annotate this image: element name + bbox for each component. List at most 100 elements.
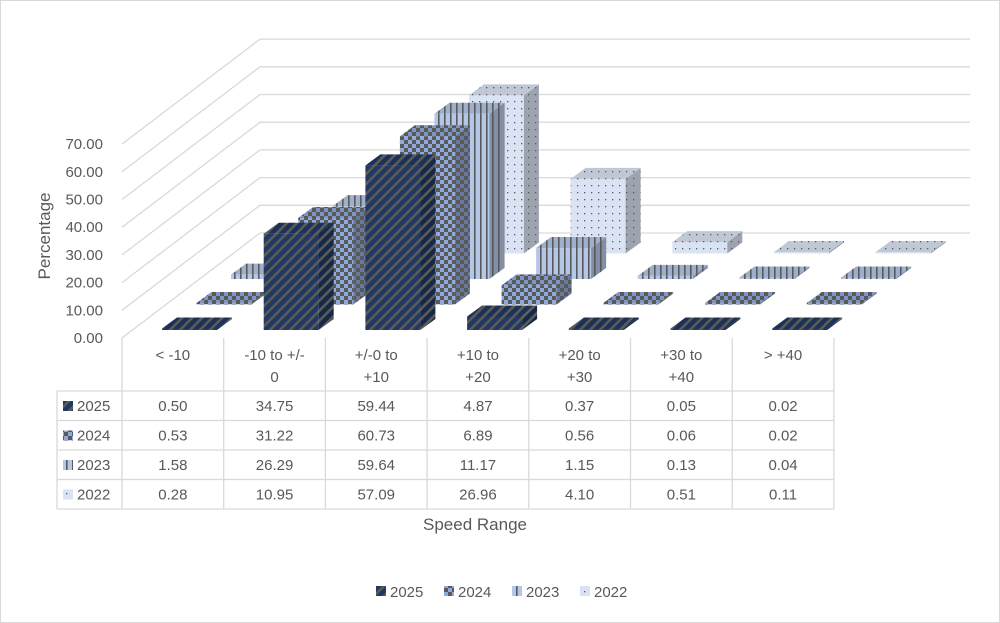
y-tick-label: 30.00 <box>65 247 103 264</box>
table-cell: 6.89 <box>463 428 492 445</box>
table-cell: 11.17 <box>460 457 496 474</box>
table-cell: 0.56 <box>565 428 594 445</box>
bar-side <box>489 102 505 279</box>
table-cell: 4.87 <box>463 398 492 415</box>
category-label: +20 to <box>559 347 601 364</box>
bar-2022-5 <box>774 241 844 254</box>
bar-top <box>536 237 607 249</box>
bar-2023-5 <box>739 266 810 279</box>
legend-label: 2022 <box>594 584 627 601</box>
bar-top <box>672 231 743 243</box>
bar-front <box>739 277 795 279</box>
bar-front <box>774 252 829 254</box>
category-label: +40 <box>669 369 694 386</box>
bar-2025-6 <box>772 317 843 330</box>
legend-item-2024[interactable]: 2024 <box>444 584 491 601</box>
table-cell: 0.04 <box>768 457 797 474</box>
bar-front <box>536 248 592 279</box>
bar-side <box>930 241 946 254</box>
legend-item-2025[interactable]: 2025 <box>376 584 423 601</box>
category-label: +30 to <box>660 347 702 364</box>
series-key-icon <box>63 401 73 411</box>
y-tick-label: 0.00 <box>74 330 103 347</box>
bar-top <box>263 222 334 234</box>
y-tick-label: 70.00 <box>65 136 103 153</box>
side-gridline <box>121 177 261 284</box>
legend-item-2023[interactable]: 2023 <box>512 584 559 601</box>
bar-top <box>637 264 708 276</box>
bar-front <box>875 252 931 254</box>
bar-top <box>806 292 877 303</box>
category-label: +30 <box>567 369 592 386</box>
table-cell: 0.37 <box>565 398 594 415</box>
bar-side <box>251 292 267 305</box>
bar-2023-4 <box>637 264 708 279</box>
bar-2024-4 <box>603 291 674 305</box>
table-cell: 0.53 <box>158 428 187 445</box>
category-label: < -10 <box>156 347 191 364</box>
side-gridline <box>121 93 261 201</box>
table-cell: 26.29 <box>256 457 294 474</box>
bar-side <box>523 84 539 254</box>
legend-item-2022[interactable]: 2022 <box>580 584 627 601</box>
table-cell: 1.58 <box>158 457 187 474</box>
bar-front <box>603 302 659 305</box>
bar-top <box>705 292 775 303</box>
category-label: +10 to <box>457 347 499 364</box>
table-cell: 26.96 <box>459 487 497 504</box>
bar-front <box>705 303 760 305</box>
bar-side <box>829 241 844 254</box>
legend: 2025 2024 2023 2022 <box>376 584 627 601</box>
bar-2022-6 <box>875 241 946 254</box>
side-gridline <box>121 38 261 145</box>
bar-side <box>725 317 741 330</box>
bar-2024-5 <box>705 292 775 305</box>
table-cell: 0.11 <box>769 487 797 504</box>
side-gridline <box>121 204 261 311</box>
bar-top <box>568 317 639 329</box>
bar-side <box>727 231 743 254</box>
bar-top <box>774 241 844 252</box>
bar-top <box>772 317 843 329</box>
bar-top <box>434 102 505 114</box>
side-gridline <box>121 66 261 173</box>
table-cell: 0.51 <box>667 487 696 504</box>
bar-side <box>217 317 232 330</box>
bar-side <box>658 291 674 305</box>
bar-front <box>568 328 624 330</box>
bar-front <box>501 285 557 305</box>
bar-side <box>623 317 639 330</box>
table-cell: 0.02 <box>768 398 797 415</box>
bar-2024-0 <box>196 292 267 305</box>
bar-top <box>739 266 810 278</box>
bar-top <box>670 317 741 329</box>
bar-side <box>522 305 538 330</box>
bar-top <box>298 207 369 219</box>
table-row: 2023 1.58 26.29 59.64 11.17 1.15 0.13 0.04 <box>63 457 798 474</box>
bar-2025-2 <box>365 154 436 330</box>
category-label: > +40 <box>764 347 802 364</box>
bar-side <box>556 274 572 305</box>
bar-side <box>827 317 843 330</box>
y-tick-label: 50.00 <box>65 192 103 209</box>
legend-swatch-icon <box>580 586 590 596</box>
y-axis: 0.00 10.00 20.00 30.00 40.00 50.00 60.00 70.00 <box>65 136 103 347</box>
table-row: 2022 0.28 10.95 57.09 26.96 4.10 0.51 0.11 <box>63 487 797 504</box>
series-name: 2022 <box>77 487 110 504</box>
bar-side <box>318 222 334 330</box>
bar-2025-4 <box>568 317 639 330</box>
table-cell: 0.50 <box>158 398 187 415</box>
bar-side <box>625 167 641 254</box>
table-cell: 0.06 <box>667 428 696 445</box>
y-tick-label: 20.00 <box>65 275 103 292</box>
bar-2022-4 <box>672 231 743 254</box>
bar-top <box>468 84 539 96</box>
legend-label: 2024 <box>458 584 491 601</box>
bar-front <box>162 328 217 330</box>
series-name: 2024 <box>77 428 110 445</box>
series-key-icon <box>63 489 73 500</box>
data-table: < -10 -10 to +/- 0 +/-0 to +10 +10 to +20 +20 t… <box>56 338 835 510</box>
bar-top <box>196 292 267 303</box>
bar-2025-1 <box>263 222 334 330</box>
bar-top <box>875 241 946 252</box>
